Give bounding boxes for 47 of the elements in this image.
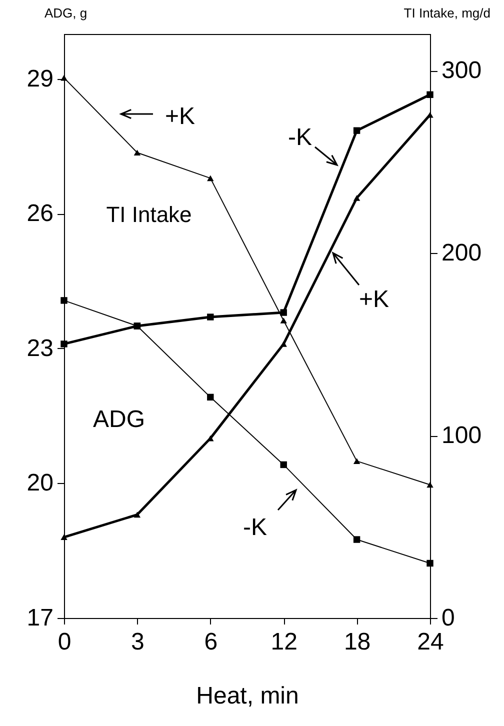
y-tick-label: 29 <box>26 65 54 92</box>
point <box>207 394 214 401</box>
x-tick-label: 12 <box>270 628 298 656</box>
point <box>353 536 360 543</box>
point <box>60 74 68 81</box>
point <box>134 512 141 518</box>
point <box>207 314 214 320</box>
point <box>353 195 360 201</box>
point <box>426 112 434 118</box>
y2-tick-label: 200 <box>442 240 482 266</box>
x-tick-label: 0 <box>58 628 72 656</box>
x-tick-label: 24 <box>417 628 444 656</box>
y-tick-label: 20 <box>26 470 54 497</box>
x-axis-title: Heat, min <box>196 682 299 710</box>
y-tick-label: 17 <box>26 604 54 632</box>
point <box>60 534 68 540</box>
y2-tick-label: 300 <box>442 57 482 84</box>
point <box>353 127 360 134</box>
y-axis-title: ADG, g <box>44 6 88 20</box>
x-tick-label: 6 <box>204 628 218 656</box>
point <box>60 340 68 348</box>
point <box>426 560 434 567</box>
annotation: +K <box>165 103 196 130</box>
annotation: TI Intake <box>106 202 192 227</box>
y-tick-label: 26 <box>26 200 54 228</box>
x-tick-label: 18 <box>344 628 371 656</box>
annotation: -K <box>288 124 312 151</box>
y-tick-label: 23 <box>26 334 54 362</box>
point <box>426 91 434 98</box>
x-tick-label: 3 <box>131 628 144 656</box>
annotation: ADG <box>92 406 146 433</box>
point <box>426 482 434 488</box>
point <box>280 461 287 468</box>
annotation: +K <box>358 286 390 313</box>
point <box>207 175 214 182</box>
annotation: -K <box>243 514 267 541</box>
point <box>134 150 141 156</box>
point <box>207 435 214 442</box>
y2-tick-label: 0 <box>442 604 455 632</box>
point <box>280 309 287 316</box>
point <box>134 322 141 330</box>
point <box>280 318 287 324</box>
point <box>280 341 287 347</box>
y2-axis-title: TI Intake, mg/d <box>404 6 490 20</box>
point <box>353 458 360 464</box>
point <box>60 297 68 304</box>
y2-tick-label: 100 <box>442 422 482 449</box>
